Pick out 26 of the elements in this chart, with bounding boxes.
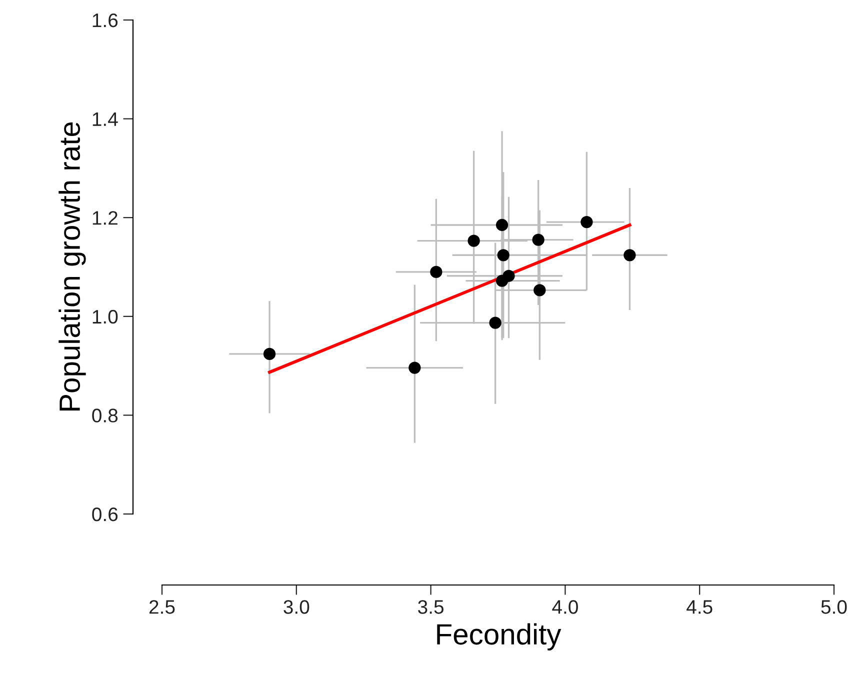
point bbox=[580, 216, 593, 228]
y-tick-label: 1.4 bbox=[92, 112, 118, 126]
point bbox=[502, 270, 515, 282]
x-tick-label: 4.5 bbox=[686, 600, 712, 614]
y-tick-label: 0.6 bbox=[92, 507, 118, 522]
point bbox=[532, 234, 544, 246]
x-axis-title: Fecondity bbox=[437, 623, 562, 650]
point bbox=[496, 218, 508, 232]
y-tick-label: 0.8 bbox=[92, 408, 118, 422]
point bbox=[489, 316, 502, 329]
point bbox=[263, 348, 276, 360]
point bbox=[534, 284, 546, 296]
point bbox=[430, 266, 442, 278]
point bbox=[468, 234, 480, 247]
x-tick-label: 3.5 bbox=[418, 600, 444, 614]
y-tick-label: 1.0 bbox=[92, 310, 118, 324]
point bbox=[497, 249, 510, 262]
x-tick-label: 3.0 bbox=[284, 600, 310, 614]
y-tick-label: 1.2 bbox=[92, 211, 118, 225]
x-tick-label: 4.0 bbox=[552, 600, 578, 614]
x-tick-label: 5.0 bbox=[821, 600, 847, 614]
point bbox=[408, 362, 421, 374]
y-tick-label: 1.6 bbox=[92, 13, 118, 28]
y-axis-title: Population growth rate bbox=[58, 122, 86, 411]
point bbox=[624, 249, 636, 262]
x-tick-label: 2.5 bbox=[149, 600, 175, 614]
